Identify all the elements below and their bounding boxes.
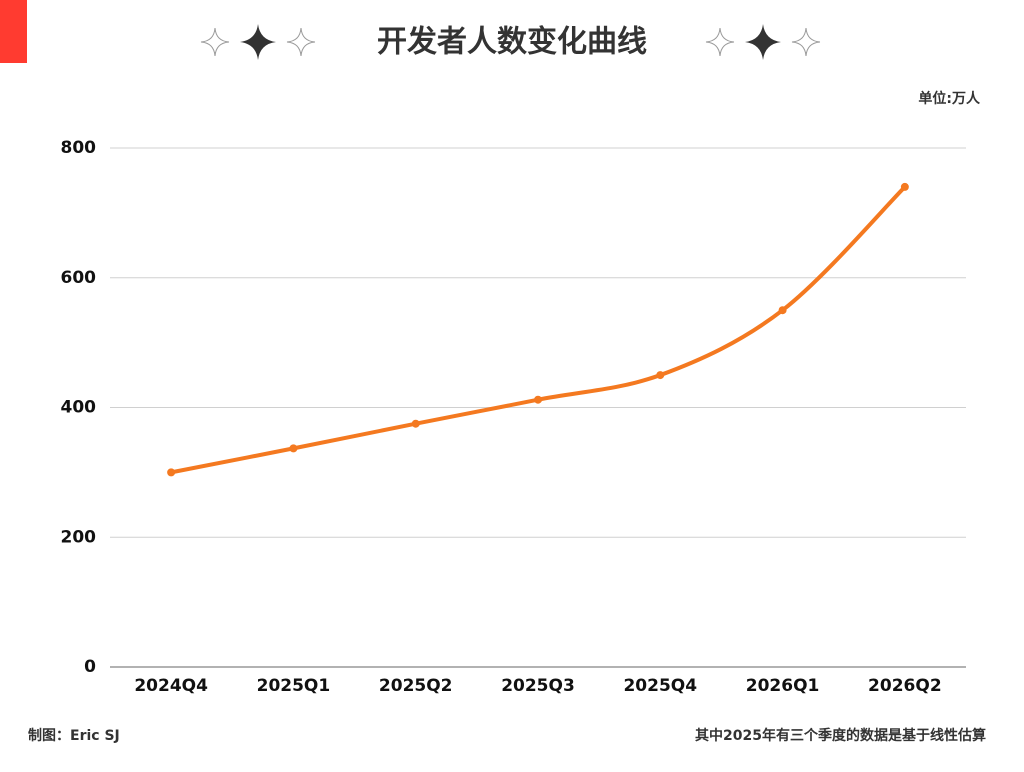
point <box>167 468 176 477</box>
x-tick-label: 2026Q2 <box>868 676 942 696</box>
point <box>778 306 787 315</box>
point <box>656 371 665 380</box>
x-tick-label: 2024Q4 <box>134 676 208 696</box>
footer-note: 其中2025年有三个季度的数据是基于线性估算 <box>695 727 986 744</box>
y-tick-label: 200 <box>61 527 97 547</box>
title-decoration <box>240 24 781 60</box>
footer-credit: 制图：Eric SJ <box>28 727 120 744</box>
title-decoration <box>200 27 821 57</box>
point <box>900 182 909 191</box>
y-tick-label: 800 <box>61 138 97 158</box>
y-tick-label: 400 <box>61 398 97 418</box>
point <box>534 395 542 404</box>
y-tick-label: 0 <box>84 657 96 677</box>
corner-block <box>0 0 27 63</box>
line <box>169 184 907 475</box>
x-tick-label: 2025Q3 <box>501 676 575 696</box>
x-tick-label: 2025Q1 <box>257 676 331 696</box>
x-tick-label: 2025Q2 <box>379 676 453 696</box>
chart-title: 开发者人数变化曲线 <box>377 25 647 60</box>
point <box>289 444 298 453</box>
unit-label: 单位:万人 <box>918 90 981 107</box>
y-tick-label: 600 <box>61 268 97 288</box>
x-tick-label: 2025Q4 <box>623 676 697 696</box>
point <box>411 419 420 428</box>
x-tick-label: 2026Q1 <box>746 676 820 696</box>
